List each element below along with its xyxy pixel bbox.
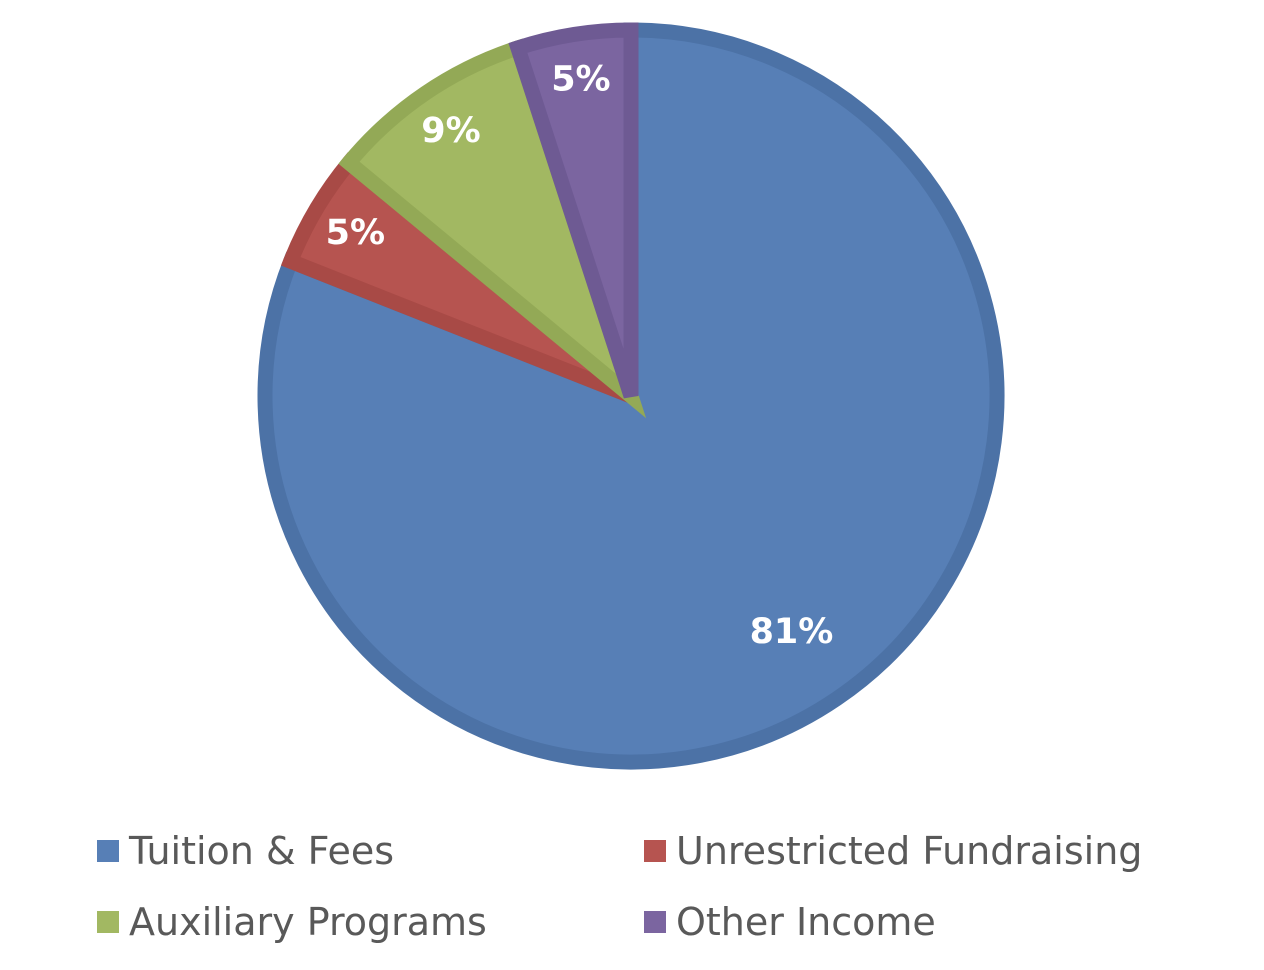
- data-label-tuition-and-fees: 81%: [750, 612, 834, 652]
- legend-label-other-income: Other Income: [676, 900, 936, 944]
- pie-slice-auxiliary-programs: [338, 38, 647, 419]
- pie-slices: [257, 22, 1005, 770]
- legend-swatch-auxiliary-programs: [97, 911, 119, 933]
- legend-label-auxiliary-programs: Auxiliary Programs: [129, 900, 487, 944]
- legend-label-tuition: Tuition & Fees: [128, 829, 394, 873]
- legend-swatch-tuition: [97, 840, 119, 862]
- data-label-auxiliary-programs: 9%: [421, 111, 480, 151]
- legend-label-unrestricted-fundraising: Unrestricted Fundraising: [676, 829, 1142, 873]
- data-label-unrestricted-fundraising: 5%: [326, 213, 385, 253]
- pie-data-labels: 81% 5% 9% 5%: [326, 60, 834, 652]
- legend: Tuition & Fees Unrestricted Fundraising …: [97, 829, 1142, 944]
- legend-swatch-other-income: [644, 911, 666, 933]
- legend-item-auxiliary-programs: Auxiliary Programs: [97, 900, 487, 944]
- legend-item-other-income: Other Income: [644, 900, 936, 944]
- legend-item-unrestricted-fundraising: Unrestricted Fundraising: [644, 829, 1142, 873]
- pie-slice-other-income: [508, 22, 639, 399]
- data-label-other-income: 5%: [551, 60, 610, 100]
- legend-swatch-unrestricted-fundraising: [644, 840, 666, 862]
- legend-item-tuition: Tuition & Fees: [97, 829, 394, 873]
